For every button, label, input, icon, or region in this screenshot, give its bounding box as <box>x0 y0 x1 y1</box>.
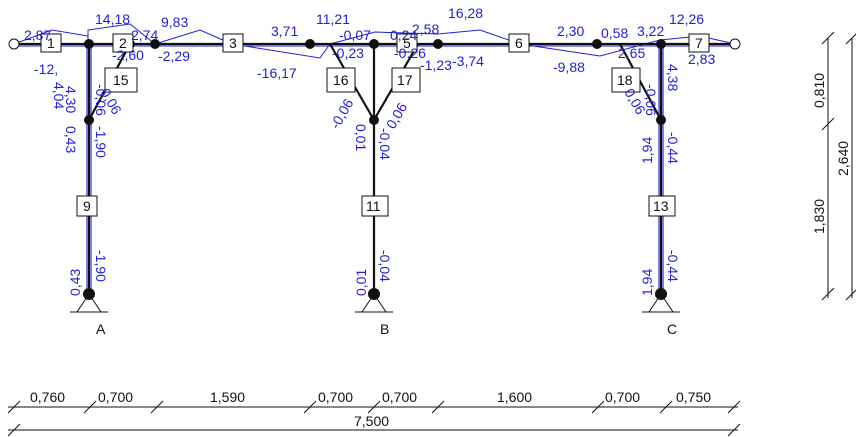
beam-value: 9,83 <box>161 14 188 30</box>
beam-value: -12, <box>34 61 58 77</box>
member-3: 3 <box>229 35 237 51</box>
column-value: 0,06 <box>383 100 411 132</box>
beam-value: -16,17 <box>257 65 297 81</box>
dim-bottom: 0,760 <box>30 389 65 405</box>
beam-value: 0,24 <box>390 27 417 43</box>
beam-value: 2,87 <box>24 27 51 43</box>
supports: A B C <box>70 293 680 337</box>
beam-value: -9,88 <box>553 59 585 75</box>
support-b: B <box>380 321 389 337</box>
beam-values: 2,87 14,18 2,74 9,83 -12, -2,29 3,71 11,… <box>24 5 715 81</box>
beam-value: -2,29 <box>158 48 190 64</box>
column-value: -0,44 <box>665 250 681 282</box>
bottom-dimensions: 0,760 0,700 1,590 0,700 0,700 1,600 0,70… <box>7 389 741 437</box>
member-6: 6 <box>515 35 523 51</box>
member-17: 17 <box>397 72 413 88</box>
dim-right-total: 2,640 <box>835 141 851 176</box>
beam-value: 3,71 <box>271 23 298 39</box>
dim-bottom: 0,700 <box>318 389 353 405</box>
column-value: -0,04 <box>377 128 393 160</box>
column-value: 4,30 <box>63 86 79 113</box>
beam-value: 0,58 <box>601 25 628 41</box>
member-2: 2 <box>119 35 127 51</box>
beam-value: 2,83 <box>688 51 715 67</box>
right-dimensions: 0,810 1,830 2,640 <box>811 31 856 301</box>
beam-value: -2,60 <box>112 47 144 63</box>
beam-value: -1,23 <box>420 57 452 73</box>
member-13: 13 <box>653 198 669 214</box>
beam-value: -0,07 <box>339 27 371 43</box>
beam-value: 2,74 <box>131 27 158 43</box>
column-value: 0,43 <box>67 269 83 296</box>
column-value: 4,04 <box>51 82 67 109</box>
column-value: 1,94 <box>639 137 655 164</box>
member-16: 16 <box>333 72 349 88</box>
end-hinges <box>8 38 741 50</box>
dim-right-1: 0,810 <box>811 73 827 108</box>
beam-value: -0,26 <box>394 45 426 61</box>
column-value: -0,44 <box>665 132 681 164</box>
beam-value: 2,58 <box>412 21 439 37</box>
member-11: 11 <box>366 198 381 214</box>
column-values-right: 0,06 -0,06 1,94 4,38 -0,44 1,94 -0,44 <box>621 64 681 296</box>
column-value: 0,01 <box>353 269 369 296</box>
support-a: A <box>96 321 106 337</box>
dim-bottom: 1,590 <box>210 389 245 405</box>
dim-bottom: 0,700 <box>98 389 133 405</box>
column-value: -1,90 <box>93 250 109 282</box>
dim-bottom: 0,750 <box>676 389 711 405</box>
dim-bottom: 1,600 <box>497 389 532 405</box>
member-9: 9 <box>83 198 91 214</box>
column-value: 0,43 <box>63 126 79 153</box>
member-15: 15 <box>113 72 129 88</box>
member-5: 5 <box>403 35 411 51</box>
column-value: 4,38 <box>665 64 681 91</box>
member-1: 1 <box>47 35 55 51</box>
beam-value: -0,23 <box>332 45 364 61</box>
column-value: -0,06 <box>327 96 357 132</box>
beam-value: -3,74 <box>452 53 484 69</box>
dim-total: 7,500 <box>354 413 389 429</box>
member-labels: 1 2 3 5 6 7 15 16 17 18 9 11 13 <box>40 33 710 217</box>
beam-value: 12,26 <box>669 11 704 27</box>
column-value: 0,01 <box>353 124 369 151</box>
columns <box>86 44 664 294</box>
dim-bottom: 0,700 <box>382 389 417 405</box>
column-value: -1,90 <box>93 126 109 158</box>
member-18: 18 <box>617 72 633 88</box>
beam-value: 11,21 <box>316 11 350 27</box>
beam-value: 14,18 <box>95 11 130 27</box>
column-value: -0,06 <box>643 84 659 116</box>
beam-value: 16,28 <box>448 5 483 21</box>
column-value: -0,04 <box>377 250 393 282</box>
dim-right-2: 1,830 <box>811 199 827 234</box>
support-c: C <box>667 321 677 337</box>
member-8: 7 <box>695 35 703 51</box>
beam-value: 2,30 <box>557 23 584 39</box>
beam-value: 2,65 <box>618 45 645 61</box>
beam-value: 3,22 <box>637 23 664 39</box>
column-value: -0,06 <box>93 84 109 116</box>
column-value: 1,94 <box>639 269 655 296</box>
dim-bottom: 0,700 <box>605 389 640 405</box>
